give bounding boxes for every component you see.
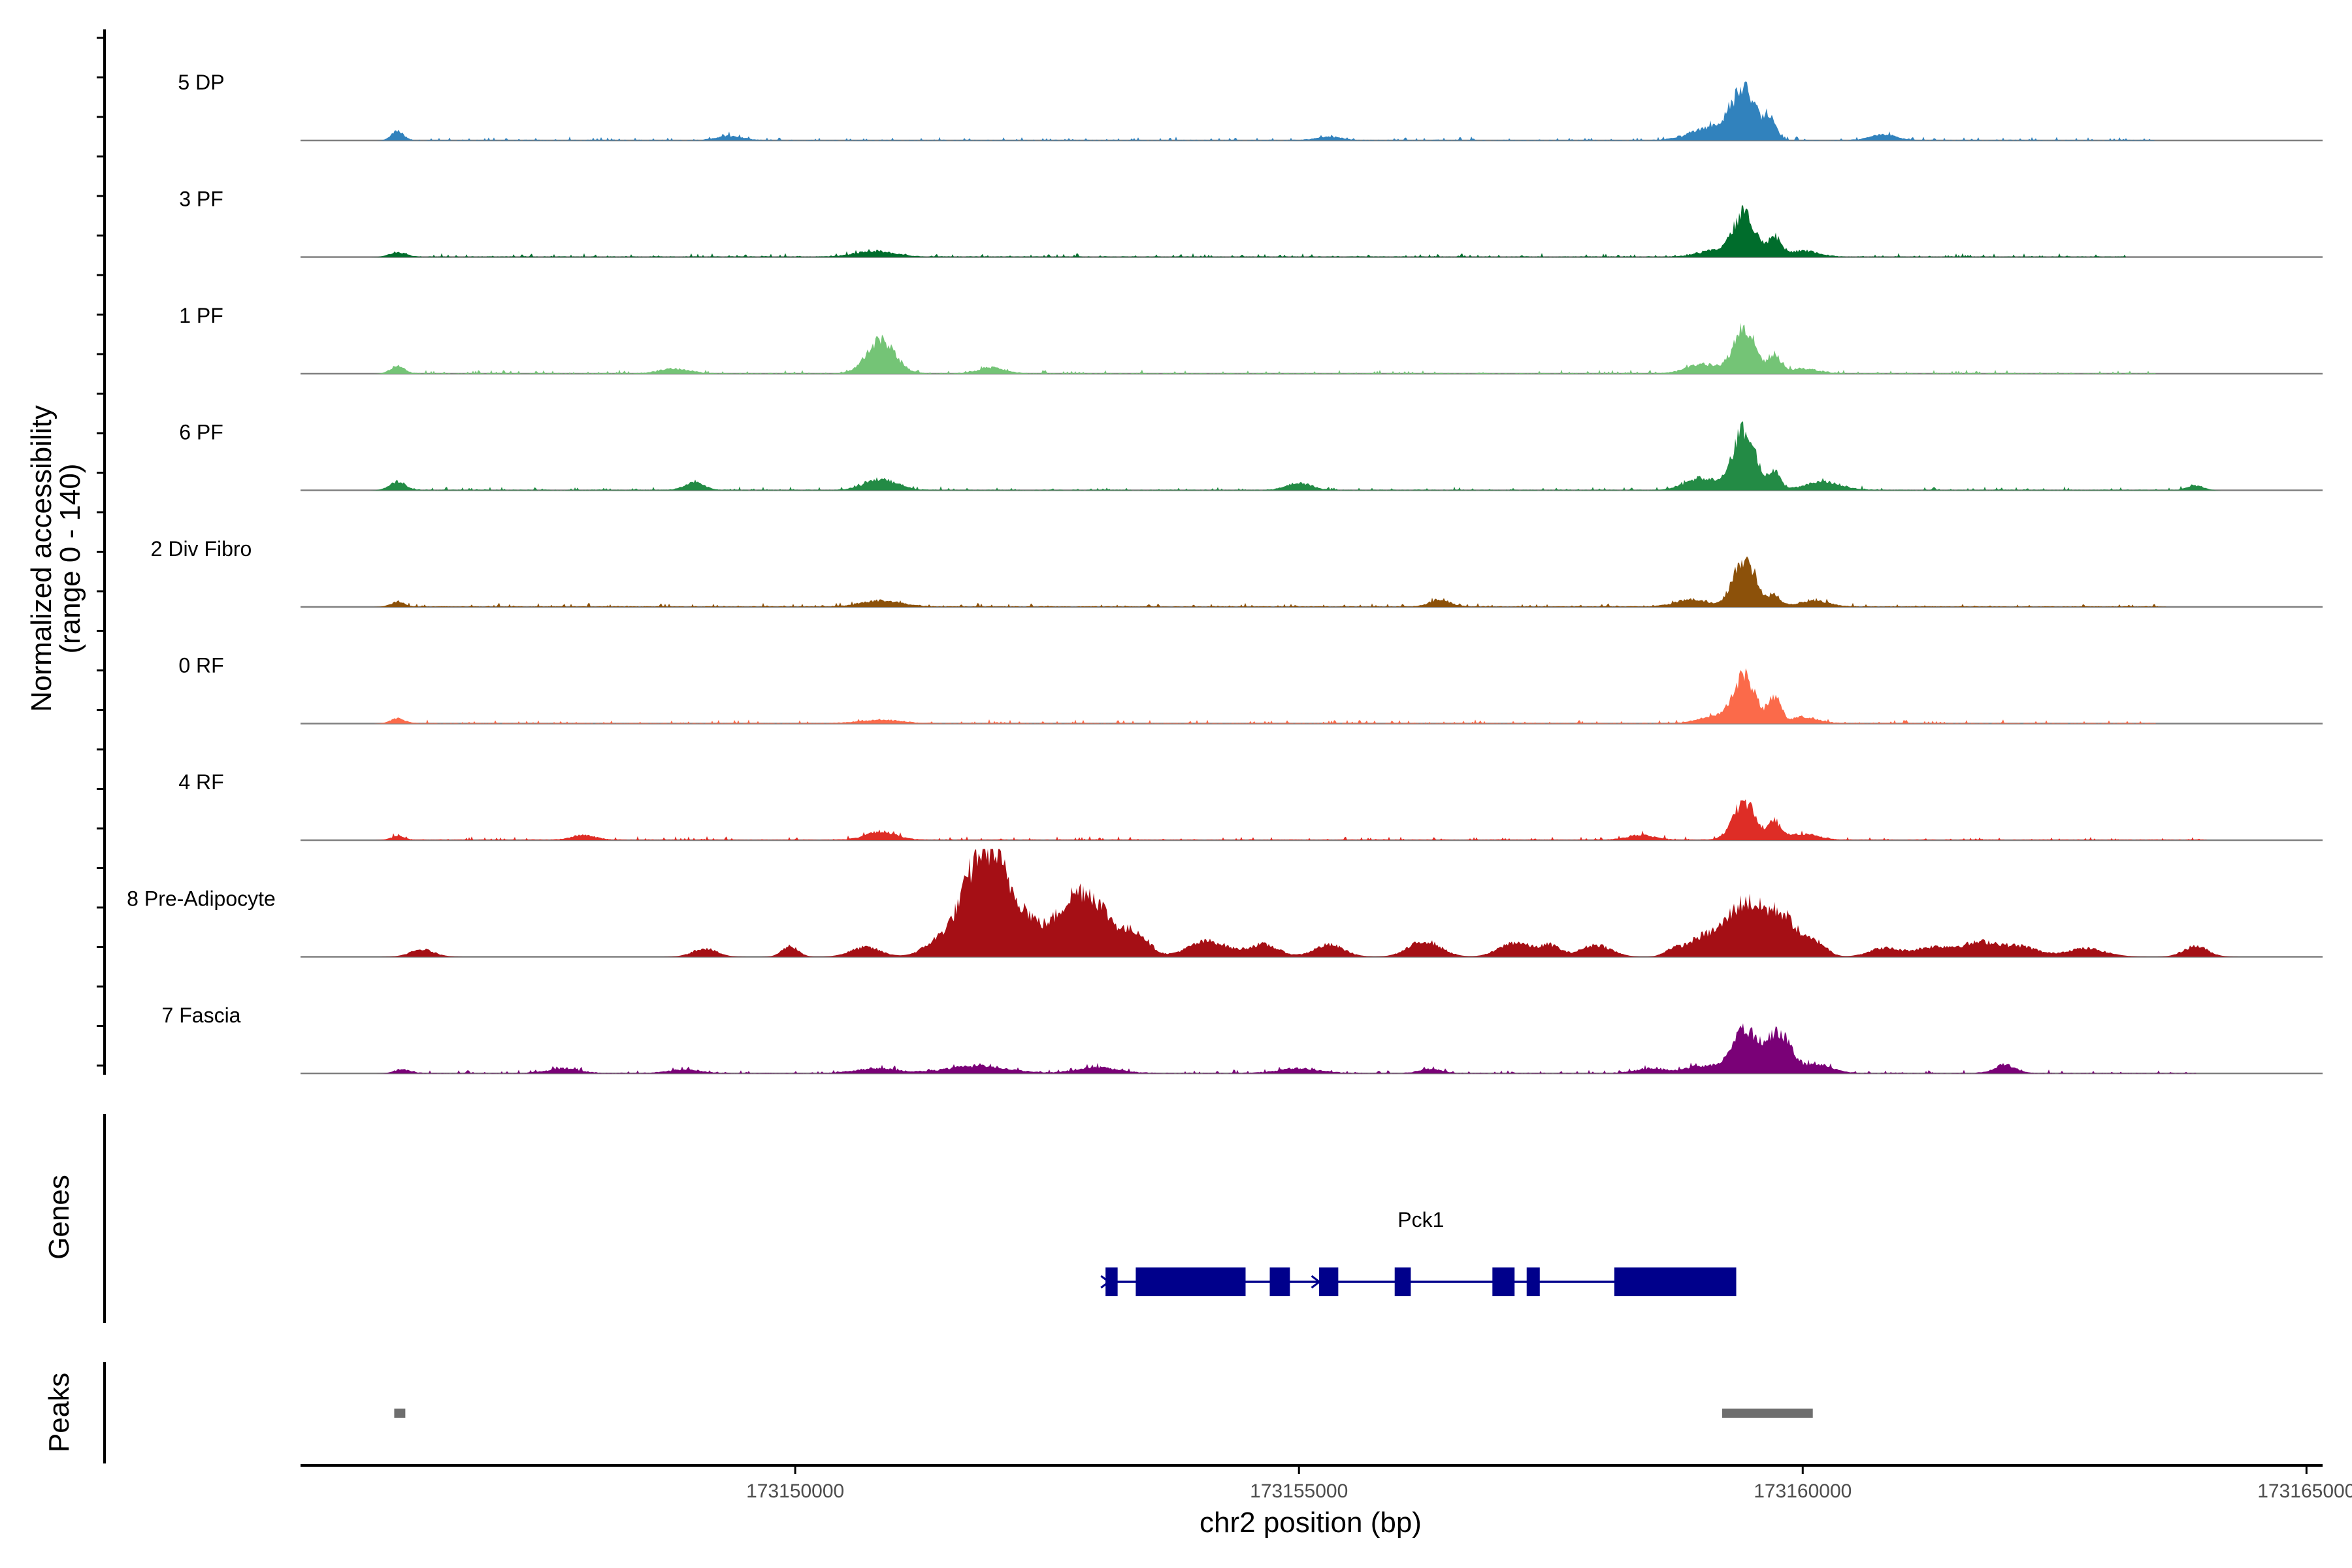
x-axis-tick-label: 173160000: [1754, 1480, 1852, 1502]
track-label: 6 PF: [179, 421, 223, 444]
track-7-fascia: 7 Fascia: [162, 1004, 2323, 1075]
gene-exon: [1526, 1267, 1540, 1296]
coverage-area: [301, 205, 2323, 257]
track-label: 8 Pre-Adipocyte: [127, 887, 276, 911]
track-label: 4 RF: [178, 770, 223, 794]
track-4-rf: 4 RF: [178, 770, 2323, 841]
coverage-area: [301, 1023, 2323, 1073]
y-axis-title-line1: Normalized accessibility: [25, 405, 57, 711]
peak-region: [394, 1409, 406, 1418]
genes-track-label: Genes: [43, 1175, 75, 1260]
coverage-area: [301, 323, 2323, 374]
peak-region: [1722, 1409, 1813, 1418]
track-5-dp: 5 DP: [178, 71, 2323, 142]
gene-exon: [1492, 1267, 1515, 1296]
coverage-tracks: 5 DP 3 PF 1 PF 6 PF 2 Div Fibro 0 RF 4 RF 8 Pre…: [127, 71, 2323, 1075]
track-0-rf: 0 RF: [178, 654, 2323, 725]
coverage-area: [301, 421, 2323, 491]
y-axis-title-line2: (range 0 - 140): [54, 463, 86, 653]
x-axis: 173150000 173155000 173160000 173165000: [301, 1464, 2352, 1502]
coverage-area: [301, 556, 2323, 607]
coverage-area: [301, 849, 2323, 957]
track-3-pf: 3 PF: [179, 188, 2323, 258]
coverage-area: [301, 799, 2323, 840]
gene-exon: [1614, 1267, 1737, 1296]
x-axis-tick-label: 173155000: [1250, 1480, 1348, 1502]
x-axis-tick-label: 173165000: [2257, 1480, 2352, 1502]
gene-exon: [1319, 1267, 1339, 1296]
gene-exon: [1135, 1267, 1246, 1296]
gene-label: Pck1: [1397, 1208, 1444, 1232]
x-axis-tick-label: 173150000: [746, 1480, 844, 1502]
track-label: 1 PF: [179, 304, 223, 327]
plot-frame: [97, 29, 106, 1463]
peaks-track-label: Peaks: [43, 1373, 75, 1452]
coverage-area: [301, 668, 2323, 724]
genes-track: Pck1: [1100, 1208, 1737, 1296]
track-label: 7 Fascia: [162, 1004, 241, 1027]
peaks-track: [394, 1409, 1813, 1418]
x-axis-title: chr2 position (bp): [1200, 1507, 1422, 1539]
track-label: 0 RF: [178, 654, 223, 678]
gene-exon: [1269, 1267, 1290, 1296]
gene-exon: [1105, 1267, 1118, 1296]
coverage-area: [301, 81, 2323, 140]
track-1-pf: 1 PF: [179, 304, 2323, 375]
gene-pck1: Pck1: [1100, 1208, 1737, 1296]
track-6-pf: 6 PF: [179, 421, 2323, 491]
track-2-div-fibro: 2 Div Fibro: [151, 537, 2323, 608]
track-label: 3 PF: [179, 188, 223, 211]
track-8-pre-adipocyte: 8 Pre-Adipocyte: [127, 849, 2323, 958]
track-label: 5 DP: [178, 71, 224, 94]
gene-exon: [1394, 1267, 1411, 1296]
track-label: 2 Div Fibro: [151, 537, 252, 561]
